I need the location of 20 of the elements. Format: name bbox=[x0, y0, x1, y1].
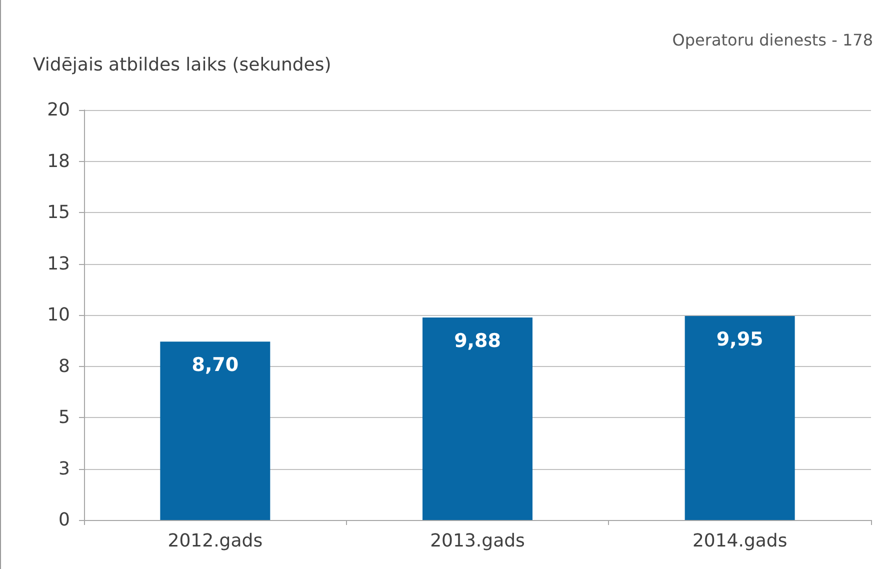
y-tick-label: 8 bbox=[58, 356, 70, 377]
y-tick-label: 0 bbox=[58, 510, 70, 530]
y-tick-label: 10 bbox=[47, 304, 70, 326]
y-tick-label: 20 bbox=[47, 100, 70, 120]
y-tick-label: 5 bbox=[58, 407, 70, 428]
text: Operatoru dienests - 178 bbox=[672, 30, 873, 50]
x-tick-label: 2012.gads bbox=[168, 530, 263, 552]
bar bbox=[160, 342, 270, 520]
y-tick-label: 18 bbox=[47, 150, 70, 172]
y-axis-title: Vidējais atbildes laiks (sekundes) bbox=[33, 54, 332, 76]
y-tick-label: 15 bbox=[47, 202, 70, 223]
bar bbox=[684, 316, 795, 520]
data-label: 9,88 bbox=[454, 330, 501, 352]
y-tick-label: 13 bbox=[47, 253, 70, 274]
y-tick-label: 3 bbox=[58, 458, 70, 480]
x-tick-label: 2013.gads bbox=[430, 530, 525, 552]
data-label: 8,70 bbox=[192, 354, 239, 376]
x-tick-label: 2014.gads bbox=[692, 530, 788, 552]
data-label: 9,95 bbox=[716, 328, 764, 351]
bar bbox=[422, 317, 532, 520]
